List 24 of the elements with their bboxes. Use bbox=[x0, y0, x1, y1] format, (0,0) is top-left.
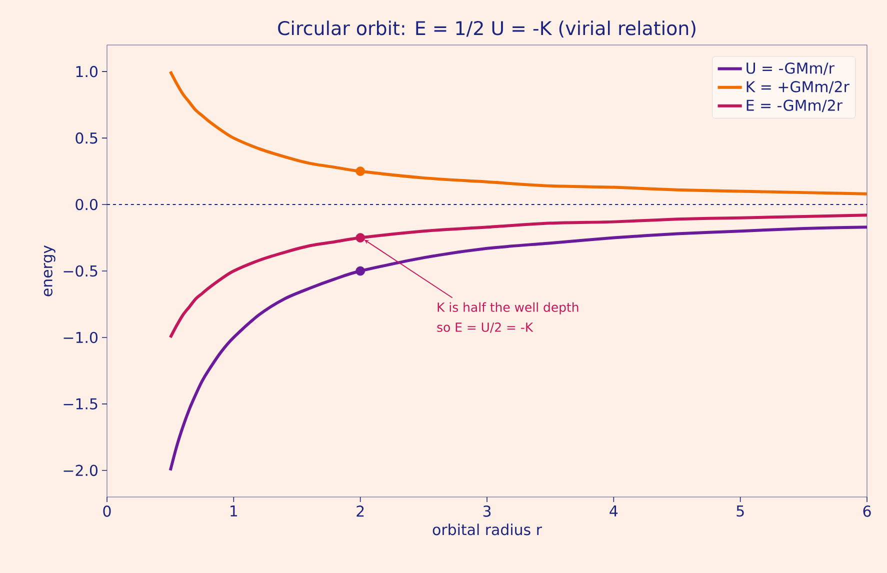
annotation: K is half the well depth bbox=[438, 302, 578, 314]
y-tick-label: 0.5 bbox=[76, 132, 98, 144]
chart-title: Circular orbit: E = 1/2 U = -K (virial relation) bbox=[278, 20, 696, 38]
y-tick-label: −1.0 bbox=[64, 332, 98, 344]
x-tick-label: 2 bbox=[356, 506, 364, 517]
x-axis-title: orbital radius r bbox=[432, 524, 542, 536]
y-tick-label: −2.0 bbox=[64, 464, 98, 476]
legend-label: E = -GMm/2r bbox=[746, 100, 842, 112]
annotation: so E = U/2 = -K bbox=[437, 322, 534, 333]
line-series bbox=[168, 214, 868, 339]
x-tick-label: 5 bbox=[736, 506, 744, 517]
x-tick-label: 4 bbox=[610, 506, 618, 516]
x-tick-label: 1 bbox=[230, 506, 238, 516]
y-tick-label: −1.5 bbox=[64, 398, 98, 410]
x-tick-label: 3 bbox=[483, 506, 491, 517]
x-tick-label: 6 bbox=[863, 506, 871, 517]
legend-label: K = +GMm/2r bbox=[746, 81, 850, 94]
x-tick-label: 0 bbox=[103, 506, 111, 517]
legend-label: U = -GMm/r bbox=[746, 62, 834, 75]
line-series bbox=[168, 226, 868, 472]
y-axis-title: energy bbox=[44, 245, 56, 296]
y-tick-label: 0.0 bbox=[76, 198, 98, 210]
y-tick-label: −0.5 bbox=[64, 265, 98, 277]
y-tick-label: 1.0 bbox=[76, 66, 98, 78]
